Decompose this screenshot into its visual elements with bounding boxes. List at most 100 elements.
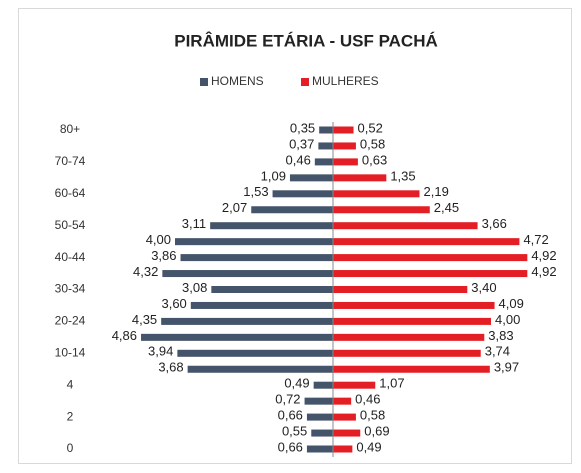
value-label: 0,35 (290, 120, 315, 135)
bar (333, 142, 356, 150)
bar (333, 381, 376, 389)
bar (333, 126, 354, 134)
bar (333, 397, 352, 405)
bar (180, 254, 333, 262)
chart-title: PIRÂMIDE ETÁRIA - USF PACHÁ (174, 31, 438, 50)
value-label: 3,60 (161, 296, 186, 311)
bar (289, 174, 333, 182)
bar (333, 333, 485, 341)
value-label: 1,07 (379, 376, 404, 391)
bar (333, 174, 387, 182)
bar (333, 301, 495, 309)
value-label: 3,97 (494, 360, 519, 375)
bar (211, 286, 333, 293)
value-label: 3,68 (158, 360, 183, 375)
legend-swatch (200, 78, 208, 86)
value-label: 4,35 (132, 312, 157, 327)
category-label: 10-14 (55, 345, 86, 359)
bar (319, 126, 333, 134)
value-label: 4,32 (133, 264, 158, 279)
category-label: 4 (67, 377, 74, 391)
value-label: 0,37 (289, 136, 314, 151)
bar (333, 365, 490, 373)
value-label: 3,66 (482, 216, 507, 231)
value-label: 4,00 (146, 232, 171, 247)
value-label: 0,63 (362, 152, 387, 167)
bar (304, 397, 333, 405)
bar (333, 286, 468, 293)
bar (177, 349, 333, 357)
value-label: 3,94 (148, 344, 173, 359)
bar (190, 301, 333, 309)
category-label: 60-64 (55, 186, 86, 200)
legend-label: MULHERES (312, 74, 379, 88)
bar (175, 238, 333, 246)
value-label: 4,09 (499, 296, 524, 311)
bar (187, 365, 333, 373)
category-label: 50-54 (55, 218, 86, 232)
legend-label: HOMENS (211, 74, 264, 88)
bar (306, 445, 333, 453)
bar (333, 270, 528, 278)
category-label: 20-24 (55, 314, 86, 328)
value-label: 0,46 (286, 152, 311, 167)
value-label: 4,00 (495, 312, 520, 327)
value-label: 1,35 (390, 168, 415, 183)
value-label: 0,46 (355, 392, 380, 407)
value-label: 0,49 (356, 439, 381, 454)
category-label: 40-44 (55, 250, 86, 264)
value-label: 0,66 (278, 408, 303, 423)
bar (272, 190, 333, 198)
value-label: 0,58 (360, 408, 385, 423)
bar (333, 429, 361, 437)
category-label: 80+ (60, 122, 80, 136)
bar (141, 333, 333, 341)
value-label: 3,74 (485, 344, 510, 359)
value-label: 4,72 (523, 232, 548, 247)
value-label: 4,86 (112, 328, 137, 343)
bar (333, 222, 478, 230)
value-label: 3,11 (182, 216, 206, 231)
bar (333, 206, 430, 214)
value-label: 4,92 (531, 264, 556, 279)
category-label: 70-74 (55, 154, 86, 168)
value-label: 3,08 (182, 280, 207, 295)
value-label: 2,45 (434, 200, 459, 215)
value-label: 0,69 (364, 423, 389, 438)
bar (333, 349, 481, 357)
bar (306, 413, 333, 421)
value-label: 0,49 (284, 376, 309, 391)
value-label: 1,09 (261, 168, 286, 183)
bar (333, 317, 491, 325)
value-label: 2,07 (222, 200, 247, 215)
bar (161, 317, 333, 325)
value-label: 0,66 (278, 439, 303, 454)
value-label: 0,58 (360, 136, 385, 151)
bar (311, 429, 333, 437)
value-label: 2,19 (424, 184, 449, 199)
value-label: 3,40 (471, 280, 496, 295)
category-label: 0 (67, 441, 74, 455)
bar (318, 142, 333, 150)
value-label: 4,92 (531, 248, 556, 263)
legend-swatch (301, 78, 309, 86)
bar (210, 222, 333, 230)
value-label: 0,52 (358, 120, 383, 135)
bar (313, 381, 333, 389)
bar (333, 445, 353, 453)
value-label: 3,86 (151, 248, 176, 263)
value-label: 0,72 (275, 392, 300, 407)
value-label: 1,53 (243, 184, 268, 199)
value-label: 0,55 (282, 423, 307, 438)
bar (333, 254, 528, 262)
chart-border (18, 8, 572, 464)
value-label: 3,83 (488, 328, 513, 343)
bar (333, 190, 420, 198)
category-label: 2 (67, 409, 74, 423)
bar (314, 158, 333, 166)
bar (333, 238, 520, 246)
bar (162, 270, 333, 278)
bar (333, 158, 358, 166)
bar (333, 413, 356, 421)
